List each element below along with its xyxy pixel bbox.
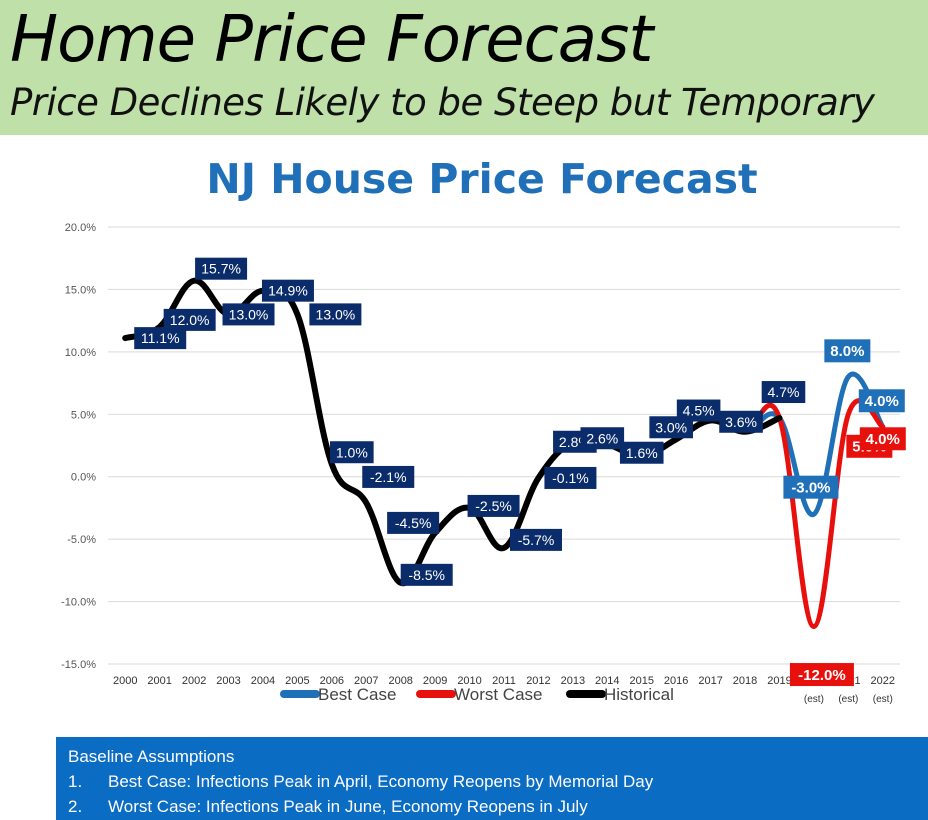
data-label-box: [261, 279, 314, 302]
assumptions-panel: Baseline Assumptions 1. Best Case: Infect…: [56, 737, 928, 820]
data-label-box: [467, 494, 520, 517]
y-tick-label: 10.0%: [65, 347, 96, 359]
x-tick-label: 2018: [733, 675, 757, 687]
x-tick-label: 2005: [285, 675, 309, 687]
data-label-box: [134, 327, 187, 350]
x-tick-label: 2015: [629, 675, 653, 687]
x-tick-label: 2013: [561, 675, 585, 687]
legend-label: Worst Case: [454, 685, 543, 704]
assumption-number: 2.: [68, 797, 83, 816]
x-tick-sublabel: (est): [873, 694, 893, 705]
x-tick-label: 2000: [113, 675, 137, 687]
data-label-box: [761, 381, 806, 404]
data-label-box: [789, 663, 854, 687]
data-label: 2.6%: [586, 430, 618, 446]
data-label: -4.5%: [395, 515, 432, 531]
x-tick-sublabel: (est): [804, 694, 824, 705]
x-tick-label: 2011: [492, 675, 516, 687]
line-chart: -15.0% -10.0% -5.0% 0.0% 5.0% 10.0% 15.0% 20.0%…: [61, 222, 906, 705]
data-label-box: [222, 303, 275, 326]
data-label-box: [858, 389, 905, 413]
header-banner: Home Price Forecast Price Declines Likel…: [0, 0, 928, 135]
data-label-box: [859, 427, 906, 451]
legend-label: Best Case: [318, 685, 396, 704]
data-label-box: [676, 399, 721, 422]
x-tick-label: 2008: [388, 675, 412, 687]
data-label: 3.6%: [725, 414, 757, 430]
data-label-box: [400, 563, 453, 586]
x-tick-label: 2006: [320, 675, 344, 687]
data-label-box: [824, 339, 871, 363]
data-label: -5.7%: [518, 532, 555, 548]
data-label: 14.9%: [268, 283, 308, 299]
y-tick-label: 0.0%: [71, 472, 96, 484]
y-tick-label: 20.0%: [65, 222, 96, 234]
chart-title: NJ House Price Forecast: [206, 155, 758, 203]
x-tick-label: 2010: [457, 675, 481, 687]
x-tick-label: 2019: [767, 675, 791, 687]
assumption-item: 1. Best Case: Infections Peak in April, E…: [68, 772, 653, 792]
data-label: 11.1%: [141, 330, 180, 346]
x-tick-sublabel: (est): [838, 694, 858, 705]
data-label-box: [195, 257, 248, 280]
banner-subtitle: Price Declines Likely to be Steep but Te…: [10, 81, 875, 124]
legend-label: Historical: [604, 685, 674, 704]
data-label: -8.5%: [408, 567, 445, 583]
data-label: 8.0%: [830, 343, 864, 360]
x-tick-label: 2016: [664, 675, 688, 687]
data-label: 4.0%: [866, 431, 900, 448]
data-label: 4.7%: [768, 384, 800, 400]
x-tick-label: 2002: [182, 675, 206, 687]
data-label-box: [783, 475, 839, 499]
data-label-box: [163, 308, 216, 331]
x-tick-label: 2012: [526, 675, 550, 687]
data-label-box: [387, 511, 440, 534]
y-tick-label: 5.0%: [71, 409, 96, 421]
x-tick-label: 2004: [251, 675, 275, 687]
banner-title: Home Price Forecast: [10, 3, 653, 77]
data-label-box: [619, 441, 664, 464]
x-tick-label: 2014: [595, 675, 619, 687]
y-tick-label: -5.0%: [67, 534, 96, 546]
data-label-box: [309, 303, 362, 326]
assumption-number: 1.: [68, 772, 83, 791]
data-label-box: [649, 416, 693, 439]
series-line-best-case: [122, 278, 886, 586]
data-label-box: [544, 466, 597, 489]
data-label-box: [580, 427, 625, 450]
data-label: 13.0%: [229, 306, 269, 322]
data-label: 13.0%: [316, 306, 356, 322]
data-label: 1.0%: [336, 444, 368, 460]
data-label: 12.0%: [170, 312, 210, 328]
y-tick-label: 15.0%: [65, 284, 96, 296]
assumptions-title: Baseline Assumptions: [68, 747, 235, 766]
x-tick-label: 2017: [698, 675, 722, 687]
y-tick-label: -15.0%: [61, 659, 96, 671]
x-tick-label: 2003: [216, 675, 240, 687]
data-label: 4.5%: [683, 403, 715, 419]
data-label: 15.7%: [201, 261, 241, 277]
data-label: 3.0%: [655, 419, 687, 435]
data-label: -2.1%: [370, 469, 407, 485]
x-tick-label: 2007: [354, 675, 378, 687]
data-label: -0.1%: [552, 470, 589, 486]
assumption-text: Worst Case: Infections Peak in June, Eco…: [108, 797, 588, 816]
data-label: -12.0%: [798, 667, 846, 684]
x-tick-label: 2009: [423, 675, 447, 687]
data-label: 1.6%: [626, 445, 658, 461]
series-line-worst-case: [122, 278, 886, 630]
data-label-box: [719, 410, 763, 433]
x-tick-label: 2022: [871, 675, 895, 687]
data-label-box: [330, 441, 374, 464]
x-tick-label: 2001: [147, 675, 171, 687]
assumption-text: Best Case: Infections Peak in April, Eco…: [108, 772, 654, 791]
data-label-box: [362, 465, 415, 488]
assumption-item: 2. Worst Case: Infections Peak in June, E…: [68, 797, 588, 817]
data-label: 4.0%: [865, 393, 899, 410]
data-label: -3.0%: [791, 480, 830, 497]
data-label: -2.5%: [475, 498, 512, 514]
y-tick-label: -10.0%: [61, 597, 96, 609]
data-label-box: [510, 528, 562, 551]
